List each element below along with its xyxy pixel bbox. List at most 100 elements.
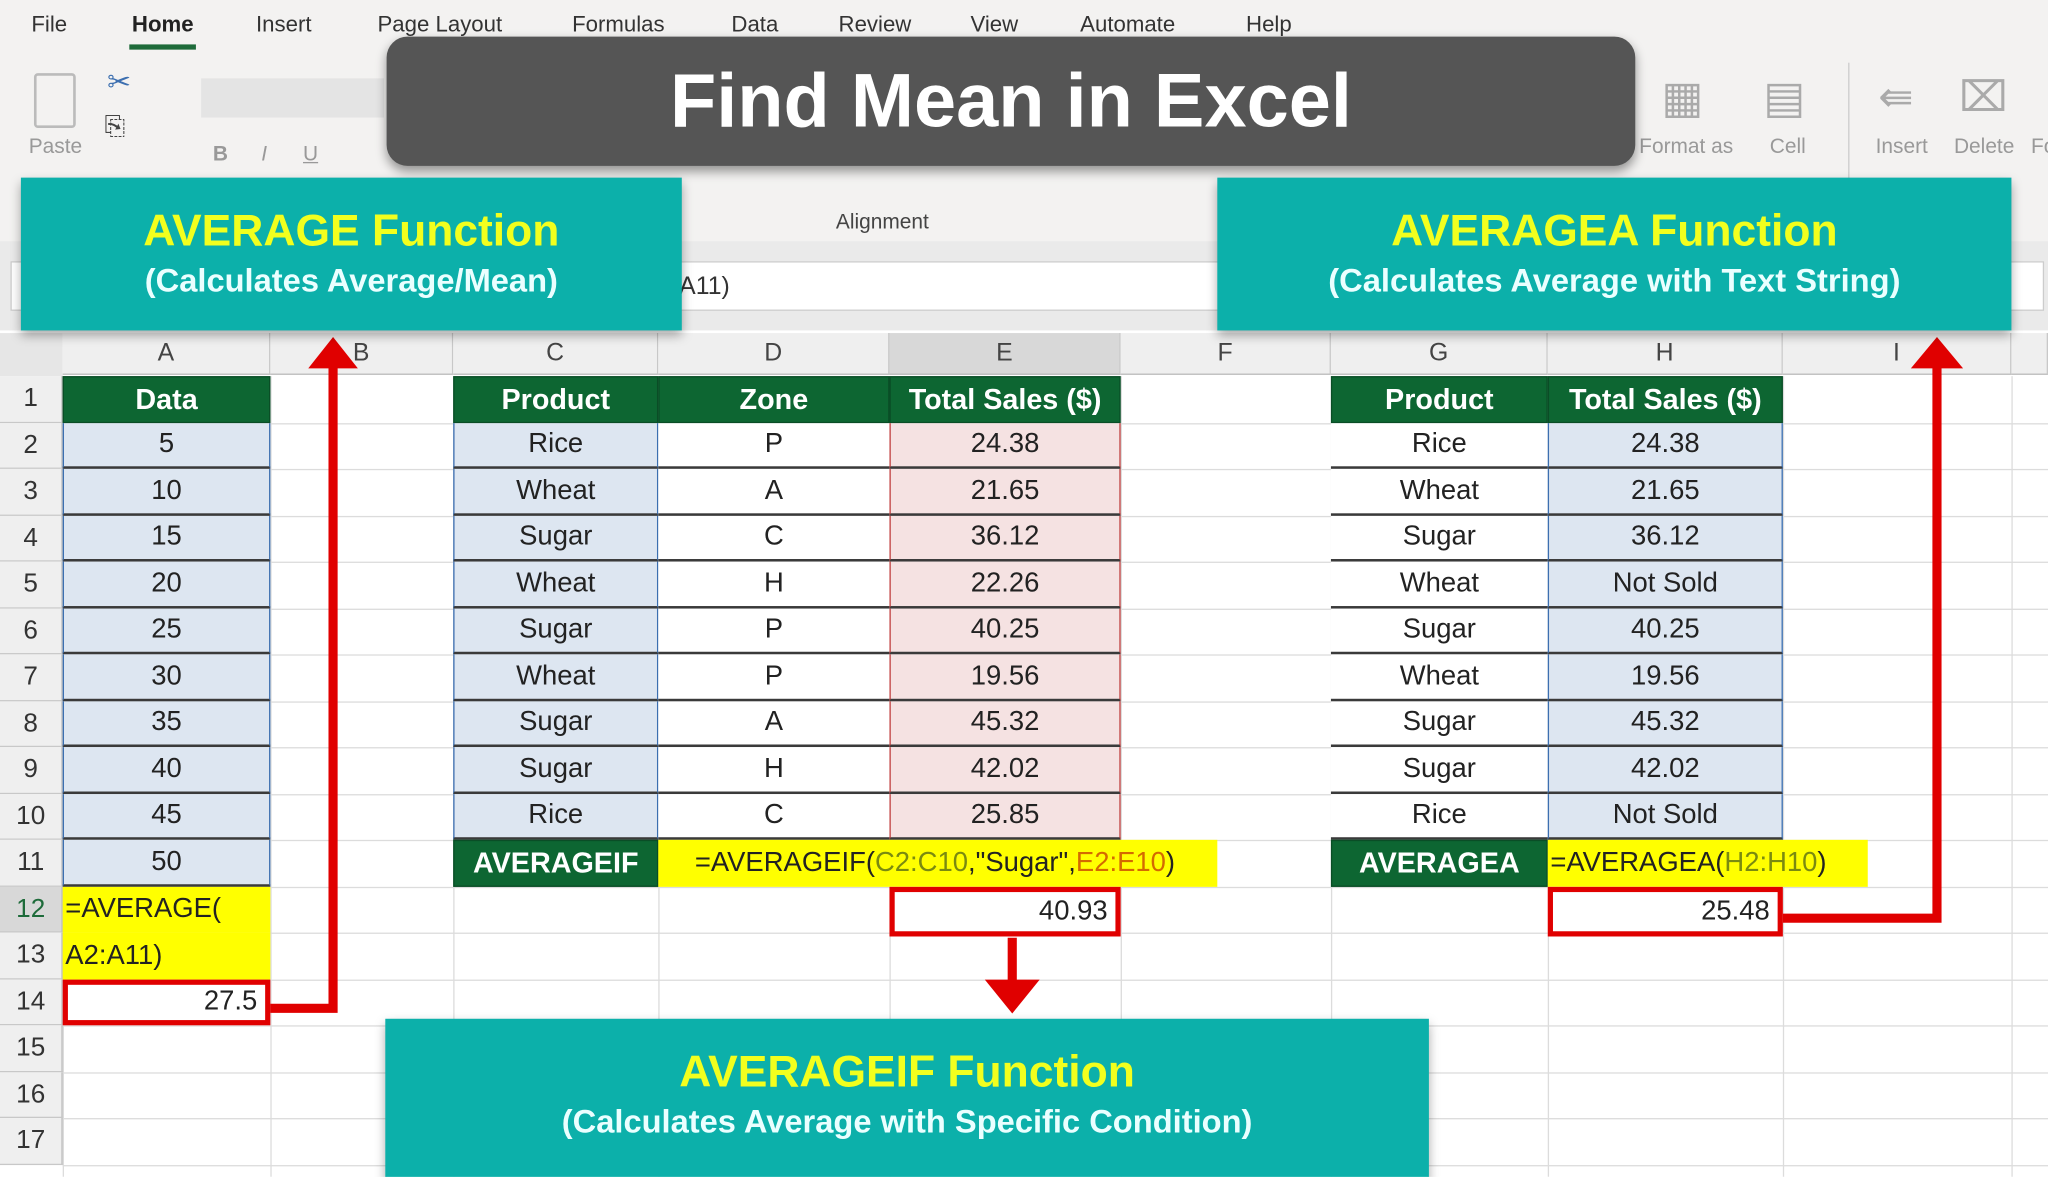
- header-total-sales-[interactable]: Total Sales ($): [889, 376, 1121, 423]
- select-all-corner[interactable]: [0, 333, 63, 377]
- cell-h10[interactable]: Not Sold: [1547, 793, 1783, 840]
- column-header-d[interactable]: D: [658, 333, 890, 375]
- column-header-f[interactable]: F: [1120, 333, 1331, 375]
- cell-c9[interactable]: Sugar: [453, 747, 659, 794]
- cell-a9[interactable]: 40: [62, 747, 271, 794]
- cell-g9[interactable]: Sugar: [1330, 747, 1548, 794]
- cell-d10[interactable]: C: [658, 793, 890, 840]
- cell-d7[interactable]: P: [658, 654, 890, 701]
- cell-d8[interactable]: A: [658, 700, 890, 748]
- cell-styles-button[interactable]: Cell: [1769, 135, 1806, 159]
- underline-button[interactable]: U: [303, 143, 319, 166]
- header-zone[interactable]: Zone: [658, 376, 890, 423]
- cell-d5[interactable]: H: [658, 561, 890, 608]
- cell-d4[interactable]: C: [658, 515, 890, 562]
- tab-page-layout[interactable]: Page Layout: [377, 11, 503, 37]
- tab-help[interactable]: Help: [1246, 11, 1292, 37]
- delete-cells-icon[interactable]: ⌧: [1959, 73, 2008, 121]
- cell-h9[interactable]: 42.02: [1547, 747, 1783, 794]
- cell-a4[interactable]: 15: [62, 515, 271, 562]
- row-header-13[interactable]: 13: [0, 932, 63, 979]
- tab-insert[interactable]: Insert: [255, 11, 312, 37]
- paste-icon[interactable]: [33, 73, 76, 128]
- column-header-b[interactable]: B: [270, 333, 454, 375]
- cell-g10[interactable]: Rice: [1330, 793, 1548, 840]
- cell-h4[interactable]: 36.12: [1547, 515, 1783, 562]
- header-g-1[interactable]: Total Sales ($): [1547, 376, 1783, 423]
- header-product[interactable]: Product: [453, 376, 659, 423]
- cell-h3[interactable]: 21.65: [1547, 468, 1783, 516]
- averageif-result[interactable]: 40.93: [889, 886, 1121, 936]
- tab-automate[interactable]: Automate: [1080, 11, 1176, 37]
- cell-styles-icon[interactable]: ▤: [1763, 73, 1806, 123]
- header-data[interactable]: Data: [62, 376, 271, 423]
- cell-d6[interactable]: P: [658, 607, 890, 655]
- cell-h6[interactable]: 40.25: [1547, 607, 1783, 655]
- cell-e9[interactable]: 42.02: [889, 747, 1121, 794]
- cell-e6[interactable]: 40.25: [889, 607, 1121, 655]
- cell-h5[interactable]: Not Sold: [1547, 561, 1783, 608]
- cell-g8[interactable]: Sugar: [1330, 700, 1548, 748]
- format-as-table-button[interactable]: Format as: [1639, 135, 1734, 159]
- row-header-3[interactable]: 3: [0, 468, 63, 516]
- cell-c8[interactable]: Sugar: [453, 700, 659, 748]
- cell-a8[interactable]: 35: [62, 700, 271, 748]
- insert-button[interactable]: Insert: [1875, 135, 1928, 159]
- cell-d2[interactable]: P: [658, 422, 890, 469]
- cell-c4[interactable]: Sugar: [453, 515, 659, 562]
- cell-c6[interactable]: Sugar: [453, 607, 659, 655]
- row-header-8[interactable]: 8: [0, 700, 63, 748]
- cell-c10[interactable]: Rice: [453, 793, 659, 840]
- averagea-formula[interactable]: =AVERAGEA(H2:H10): [1547, 839, 1868, 887]
- cell-a11[interactable]: 50: [62, 839, 271, 887]
- cell-a12-formula[interactable]: =AVERAGE(: [62, 886, 271, 933]
- row-header-12[interactable]: 12: [0, 886, 63, 933]
- cell-h7[interactable]: 19.56: [1547, 654, 1783, 701]
- insert-cells-icon[interactable]: ⇚: [1878, 73, 1914, 121]
- row-header-9[interactable]: 9: [0, 747, 63, 794]
- cell-d3[interactable]: A: [658, 468, 890, 516]
- averagea-label[interactable]: AVERAGEA: [1330, 839, 1548, 887]
- average-result[interactable]: 27.5: [62, 978, 271, 1026]
- format-button[interactable]: Fo: [2031, 135, 2048, 159]
- row-header-10[interactable]: 10: [0, 793, 63, 840]
- row-header-4[interactable]: 4: [0, 515, 63, 562]
- cell-e2[interactable]: 24.38: [889, 422, 1121, 469]
- tab-view[interactable]: View: [970, 11, 1019, 37]
- row-header-14[interactable]: 14: [0, 978, 63, 1026]
- font-name-box[interactable]: [201, 78, 384, 118]
- tab-home[interactable]: Home: [129, 11, 197, 50]
- cell-e7[interactable]: 19.56: [889, 654, 1121, 701]
- cell-c2[interactable]: Rice: [453, 422, 659, 469]
- cell-a6[interactable]: 25: [62, 607, 271, 655]
- column-header-i[interactable]: I: [1782, 333, 2012, 375]
- row-header-17[interactable]: 17: [0, 1118, 63, 1165]
- row-header-15[interactable]: 15: [0, 1025, 63, 1072]
- row-header-5[interactable]: 5: [0, 561, 63, 608]
- delete-button[interactable]: Delete: [1953, 135, 2015, 159]
- cell-c5[interactable]: Wheat: [453, 561, 659, 608]
- cell-a5[interactable]: 20: [62, 561, 271, 608]
- bold-button[interactable]: B: [212, 143, 228, 166]
- format-as-table-icon[interactable]: ▦: [1661, 73, 1704, 123]
- column-header-a[interactable]: A: [62, 333, 271, 375]
- cell-e8[interactable]: 45.32: [889, 700, 1121, 748]
- cell-e10[interactable]: 25.85: [889, 793, 1121, 840]
- averageif-label[interactable]: AVERAGEIF: [453, 839, 659, 887]
- cell-c3[interactable]: Wheat: [453, 468, 659, 516]
- cell-h8[interactable]: 45.32: [1547, 700, 1783, 748]
- cell-d9[interactable]: H: [658, 747, 890, 794]
- paste-label[interactable]: Paste: [28, 135, 83, 159]
- cell-a7[interactable]: 30: [62, 654, 271, 701]
- row-header-2[interactable]: 2: [0, 422, 63, 469]
- averagea-result[interactable]: 25.48: [1547, 886, 1783, 936]
- cell-h2[interactable]: 24.38: [1547, 422, 1783, 469]
- tab-data[interactable]: Data: [731, 11, 779, 37]
- column-header-h[interactable]: H: [1547, 333, 1783, 375]
- averageif-formula[interactable]: =AVERAGEIF(C2:C10 ,"Sugar", E2:E10): [658, 839, 1218, 887]
- tab-file[interactable]: File: [31, 11, 68, 37]
- cell-e4[interactable]: 36.12: [889, 515, 1121, 562]
- italic-button[interactable]: I: [261, 143, 268, 166]
- cell-a10[interactable]: 45: [62, 793, 271, 840]
- tab-review[interactable]: Review: [838, 11, 912, 37]
